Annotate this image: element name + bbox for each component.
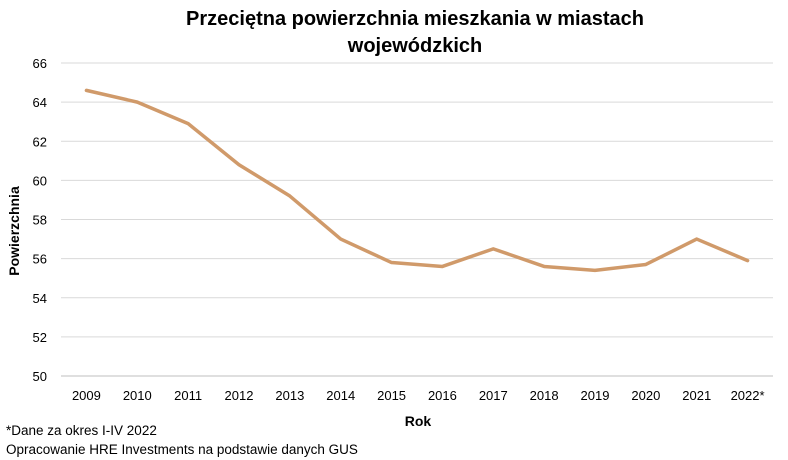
data-point	[288, 194, 292, 198]
x-tick-label: 2021	[682, 388, 711, 403]
y-axis-label: Powierzchnia	[6, 186, 22, 276]
data-point	[746, 259, 749, 262]
x-tick-label: 2022*	[731, 388, 765, 403]
x-tick-label: 2020	[631, 388, 660, 403]
y-tick-label: 50	[33, 369, 47, 384]
x-tick-label: 2009	[72, 388, 101, 403]
x-tick-label: 2014	[326, 388, 355, 403]
y-axis-ticks: 50 52 54 56 58 60 62 64 66	[33, 56, 47, 384]
data-point	[441, 265, 444, 268]
gridlines	[61, 62, 773, 377]
x-axis-ticks: 2009 2010 2011 2012 2013 2014 2015 2016 2017 2018…	[72, 388, 765, 403]
footnote: *Dane za okres I-IV 2022	[6, 423, 157, 438]
y-tick-label: 52	[33, 330, 47, 345]
data-point	[237, 163, 241, 166]
y-tick-label: 60	[33, 173, 47, 188]
x-tick-label: 2016	[428, 388, 457, 403]
x-tick-label: 2010	[123, 388, 152, 403]
data-point	[492, 247, 495, 251]
source-note: Opracowanie HRE Investments na podstawie…	[6, 442, 358, 457]
data-point	[136, 100, 139, 104]
data-point	[542, 265, 546, 268]
series-layer	[84, 88, 750, 273]
x-tick-label: 2013	[275, 388, 304, 403]
x-tick-label: 2017	[479, 388, 508, 403]
x-axis-label: Rok	[405, 413, 432, 429]
chart-title-line-2: wojewódzkich	[347, 35, 483, 57]
y-tick-label: 62	[33, 134, 47, 149]
y-tick-label: 58	[33, 213, 47, 228]
x-tick-label: 2015	[377, 388, 406, 403]
data-point	[644, 263, 648, 266]
x-tick-label: 2012	[225, 388, 254, 403]
data-point	[695, 237, 698, 241]
chart-title-line-1: Przeciętna powierzchnia mieszkania w mia…	[186, 8, 644, 30]
x-tick-label: 2018	[530, 388, 559, 403]
data-point	[85, 89, 88, 92]
y-tick-label: 54	[33, 291, 47, 306]
data-point	[390, 261, 393, 264]
x-tick-label: 2011	[174, 388, 202, 403]
chart-title: Przeciętna powierzchnia mieszkania w mia…	[60, 6, 770, 60]
data-point	[593, 269, 597, 272]
data-point	[186, 122, 190, 125]
x-tick-label: 2019	[581, 388, 610, 403]
data-point	[339, 237, 342, 241]
y-tick-label: 66	[33, 56, 47, 71]
series-line	[84, 88, 750, 273]
y-tick-label: 56	[33, 252, 47, 267]
y-tick-label: 64	[33, 95, 47, 110]
